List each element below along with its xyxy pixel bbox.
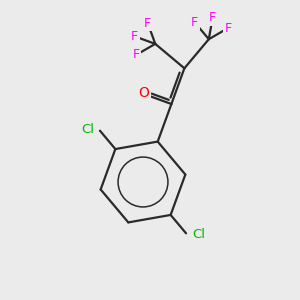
Text: F: F <box>133 48 140 62</box>
Text: Cl: Cl <box>81 123 94 136</box>
Text: Cl: Cl <box>192 228 205 241</box>
Text: F: F <box>131 30 138 43</box>
Text: F: F <box>209 11 216 24</box>
Text: O: O <box>139 86 149 100</box>
Text: F: F <box>224 22 231 35</box>
Text: F: F <box>144 17 151 30</box>
Text: F: F <box>191 16 198 29</box>
